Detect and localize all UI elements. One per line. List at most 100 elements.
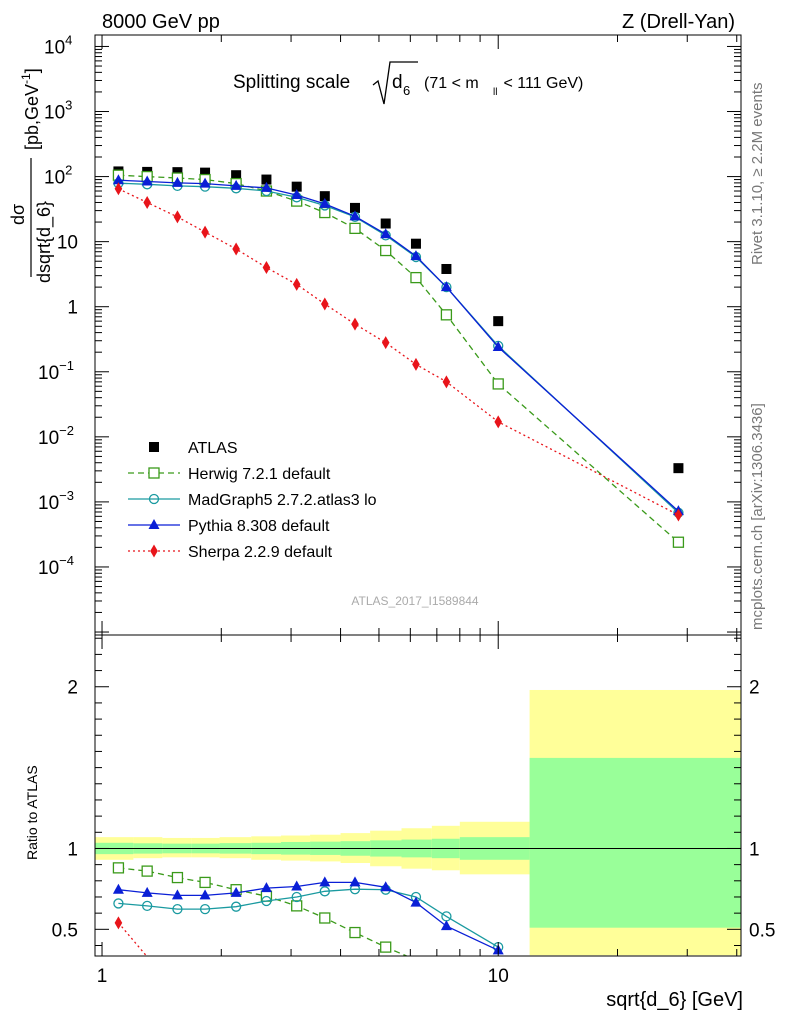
ratio-frame bbox=[94, 634, 742, 957]
ratio-panel: 0.5 0.5 1 1 2 2 1 10 Ratio to ATLAS sqrt{d_6} … bbox=[24, 634, 776, 1011]
ratio-y-tick-labels: 0.5 0.5 1 1 2 2 bbox=[52, 678, 776, 942]
header-left: 8000 GeV pp bbox=[102, 11, 220, 33]
data-point bbox=[493, 316, 504, 327]
y-tick-label: 103 bbox=[44, 98, 72, 124]
data-point bbox=[201, 225, 209, 239]
ratio-data-point bbox=[349, 876, 361, 887]
y-tick-label: 10−1 bbox=[38, 358, 74, 384]
data-point bbox=[492, 341, 504, 352]
ratio-y-tick-label-right: 2 bbox=[749, 678, 760, 699]
data-point bbox=[143, 195, 151, 209]
series-0 bbox=[113, 166, 684, 474]
ratio-y-tick-label-left: 2 bbox=[67, 678, 78, 699]
chart-title: Splitting scale bbox=[233, 72, 350, 93]
data-point bbox=[141, 175, 153, 186]
ratio-uncertainty-bands bbox=[95, 689, 741, 956]
y-tick-label: 10 bbox=[57, 233, 78, 254]
data-point bbox=[410, 271, 422, 284]
ratio-data-point bbox=[171, 889, 183, 900]
main-series-group bbox=[112, 166, 685, 548]
data-point bbox=[321, 297, 329, 311]
y-tick-label: 1 bbox=[67, 298, 78, 319]
legend-marker bbox=[149, 442, 159, 452]
legend-label: MadGraph5 2.7.2.atlas3 lo bbox=[188, 492, 377, 509]
ratio-y-tick-label-right: 0.5 bbox=[749, 920, 775, 941]
data-point bbox=[114, 182, 123, 196]
data-point bbox=[231, 170, 242, 181]
data-point bbox=[672, 536, 685, 548]
title-cut-sub: ll bbox=[493, 87, 497, 98]
data-point bbox=[442, 375, 451, 389]
ratio-y-label: Ratio to ATLAS bbox=[24, 765, 40, 860]
y-label-denominator: dsqrt{d_6} bbox=[34, 201, 55, 283]
analysis-watermark: ATLAS_2017_I1589844 bbox=[351, 594, 479, 608]
y-tick-label: 104 bbox=[44, 32, 72, 58]
x-tick-label: 10 bbox=[488, 966, 509, 987]
series-3 bbox=[112, 174, 684, 516]
title-sqrt-sub: 6 bbox=[403, 83, 410, 98]
data-point bbox=[674, 508, 683, 522]
ratio-data-point bbox=[230, 886, 242, 897]
y-tick-label: 102 bbox=[44, 163, 72, 189]
ratio-data-point bbox=[230, 901, 242, 912]
legend-label: Herwig 7.2.1 default bbox=[188, 466, 331, 483]
ratio-series-line bbox=[118, 881, 499, 951]
data-point bbox=[292, 277, 301, 291]
data-point bbox=[112, 174, 124, 185]
series-line bbox=[118, 188, 679, 516]
legend: ATLAS Herwig 7.2.1 default MadGraph5 2.7.2… bbox=[128, 440, 377, 561]
data-point bbox=[173, 210, 182, 224]
data-point bbox=[410, 250, 422, 261]
ratio-y-tick-label-right: 1 bbox=[749, 839, 760, 860]
ratio-axis-ticks bbox=[95, 635, 741, 956]
legend-marker bbox=[150, 544, 158, 558]
y-label-numerator: dσ bbox=[8, 204, 28, 225]
legend-label: Pythia 8.308 default bbox=[188, 518, 330, 535]
ratio-data-point bbox=[260, 882, 272, 893]
data-point bbox=[441, 263, 452, 274]
ratio-data-point bbox=[319, 876, 331, 887]
data-point bbox=[199, 177, 211, 188]
y-tick-label: 10−4 bbox=[38, 553, 74, 579]
ratio-data-point bbox=[199, 889, 211, 900]
ratio-y-tick-label-left: 1 bbox=[67, 839, 78, 860]
ratio-series-line bbox=[117, 922, 148, 956]
data-point bbox=[440, 309, 453, 321]
legend-label: Sherpa 2.2.9 default bbox=[188, 544, 333, 561]
data-point bbox=[492, 378, 504, 390]
data-point bbox=[349, 202, 360, 213]
data-point bbox=[380, 244, 392, 257]
data-point bbox=[351, 317, 359, 331]
title-cut: (71 < m bbox=[424, 75, 479, 92]
data-point bbox=[380, 228, 392, 239]
mcplots-url-label: mcplots.cern.ch [arXiv:1306.3436] bbox=[749, 403, 766, 630]
data-point bbox=[673, 463, 684, 474]
main-y-label: dσ dsqrt{d_6} [pb,GeV-1] bbox=[8, 68, 55, 283]
data-point bbox=[262, 261, 271, 275]
x-axis-label: sqrt{d_6} [GeV] bbox=[606, 989, 743, 1011]
ratio-data-point bbox=[199, 903, 211, 915]
ratio-series-3 bbox=[114, 916, 148, 956]
ratio-data-point bbox=[349, 926, 361, 939]
ratio-data-point bbox=[410, 896, 422, 907]
ratio-series-2 bbox=[112, 876, 504, 955]
ratio-series-group bbox=[112, 862, 504, 956]
ratio-data-point bbox=[440, 920, 452, 931]
data-point bbox=[412, 357, 420, 371]
ratio-series-line bbox=[118, 867, 409, 956]
ratio-y-tick-label-left: 0.5 bbox=[52, 920, 78, 941]
legend-marker bbox=[148, 493, 160, 505]
data-point bbox=[319, 197, 331, 208]
band-green bbox=[529, 757, 741, 928]
ratio-data-point bbox=[291, 891, 302, 903]
data-point bbox=[349, 210, 361, 221]
ratio-data-point bbox=[171, 871, 184, 884]
ratio-data-point bbox=[380, 941, 392, 953]
ratio-data-point bbox=[112, 883, 124, 894]
title-sqrt-d: d bbox=[392, 72, 403, 93]
ratio-data-point bbox=[319, 886, 330, 897]
legend-marker bbox=[148, 519, 160, 529]
ratio-data-point bbox=[199, 876, 211, 889]
main-axis-ticks bbox=[95, 35, 741, 635]
